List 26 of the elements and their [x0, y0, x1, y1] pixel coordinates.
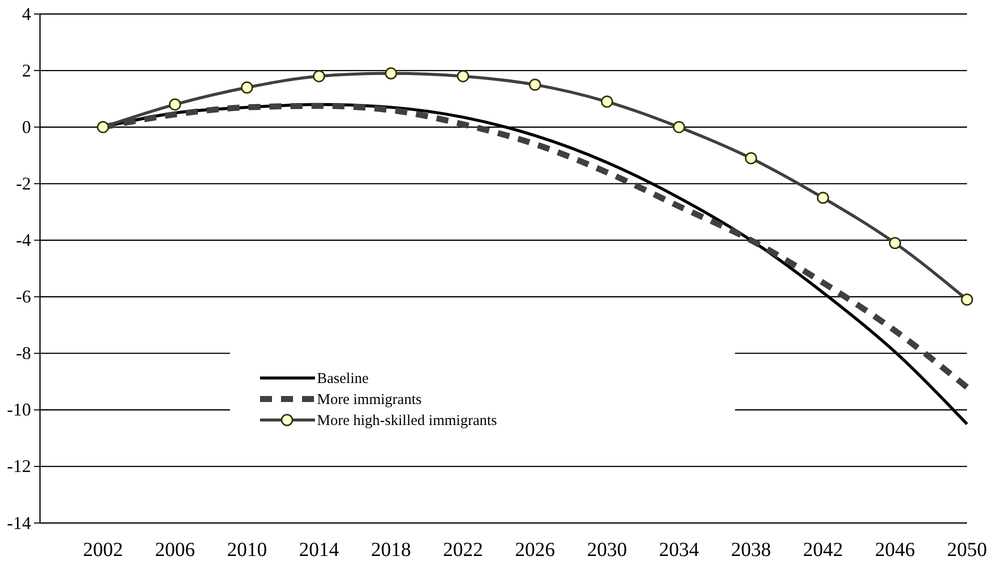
x-tick-label: 2022 [443, 539, 483, 561]
y-tick-label: 4 [22, 4, 31, 24]
y-tick-label: -2 [16, 173, 31, 194]
x-tick-label: 2026 [515, 539, 555, 561]
y-tick-label: 0 [22, 116, 31, 137]
x-tick-label: 2042 [803, 539, 843, 561]
x-tick-label: 2030 [587, 539, 627, 561]
x-tick-label: 2010 [227, 539, 267, 561]
y-tick-label: 2 [22, 60, 31, 80]
y-tick-label: -8 [16, 343, 31, 364]
x-tick-label: 2002 [83, 539, 123, 561]
x-tick-label: 2046 [875, 539, 915, 561]
legend-label: Baseline [317, 371, 369, 387]
x-tick-label: 2006 [155, 539, 195, 561]
y-tick-label: -12 [7, 456, 31, 476]
legend-label: More high-skilled immigrants [317, 413, 498, 429]
x-tick-label: 2038 [731, 539, 771, 561]
y-tick-label: -10 [7, 400, 31, 420]
x-tick-label: 2018 [371, 539, 411, 561]
legend-label: More immigrants [317, 392, 422, 408]
x-tick-label: 2034 [659, 539, 699, 561]
x-tick-label: 2050 [947, 539, 987, 561]
x-tick-label: 2014 [299, 539, 339, 561]
y-tick-label: -6 [16, 286, 31, 307]
y-tick-label: -4 [16, 230, 31, 250]
y-tick-label: -14 [7, 512, 31, 533]
